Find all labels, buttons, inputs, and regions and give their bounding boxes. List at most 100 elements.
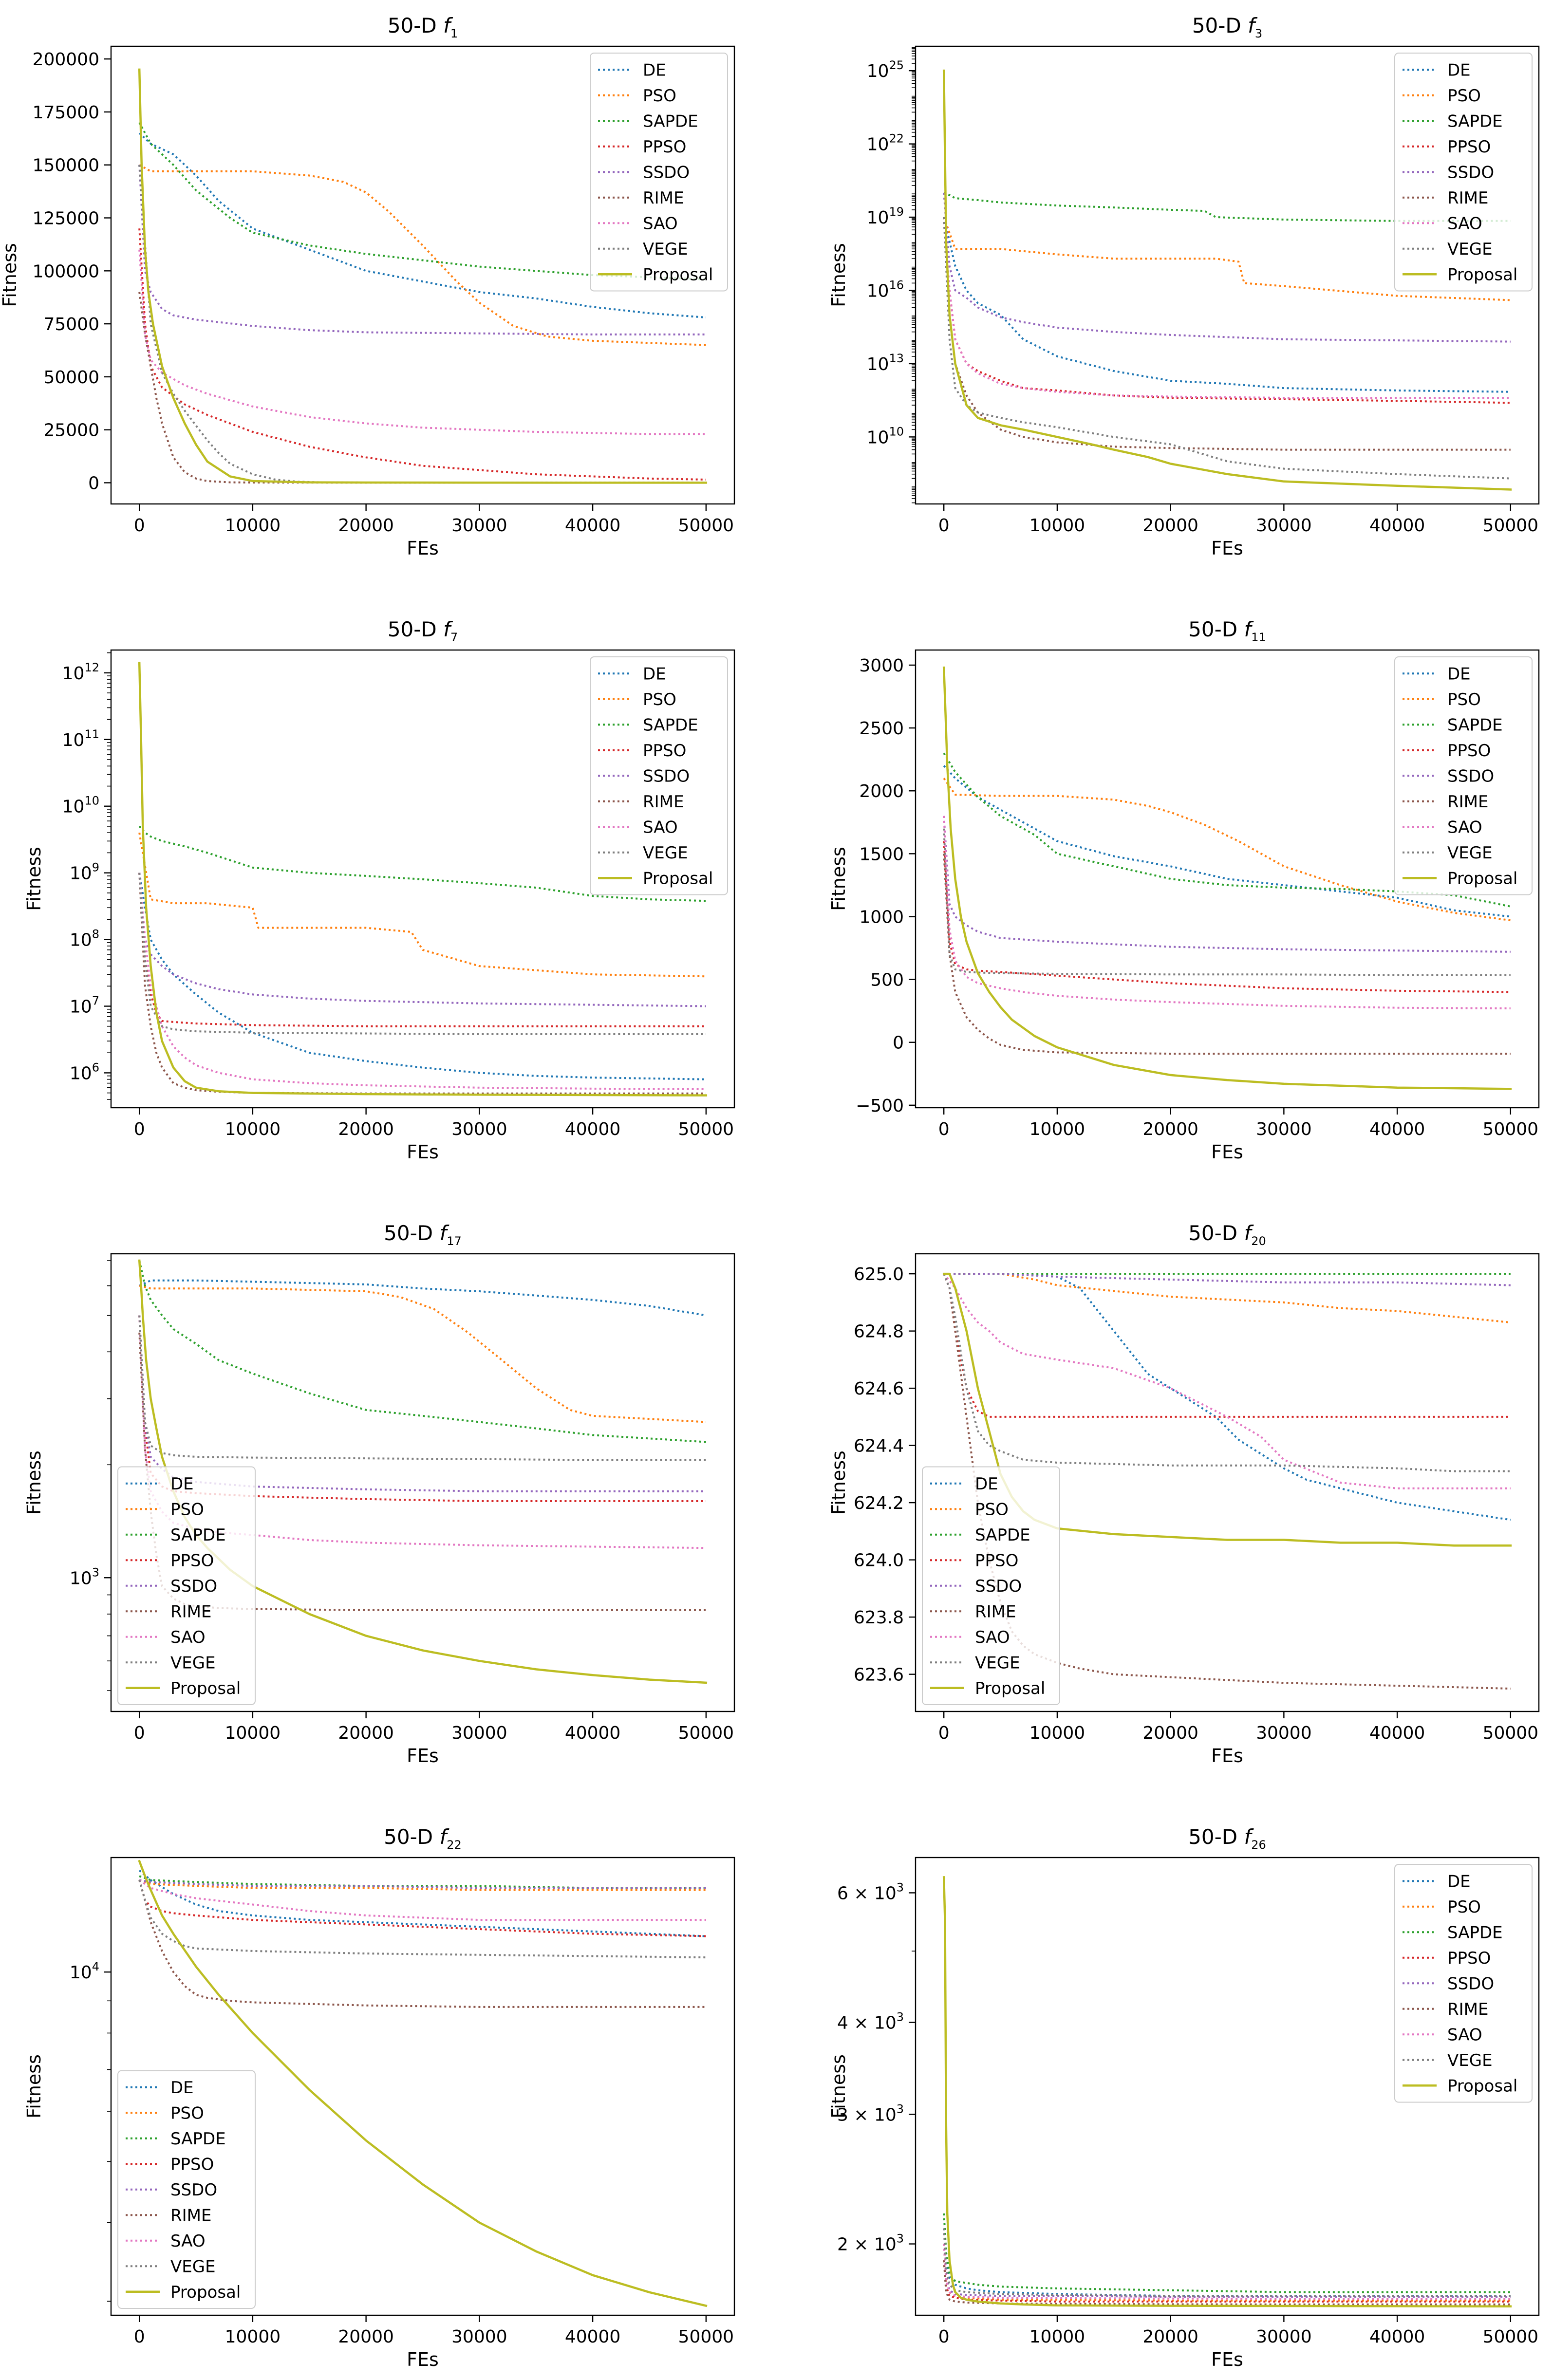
y-axis-label: Fitness <box>828 1450 849 1515</box>
series-lines <box>138 68 708 484</box>
y-tick-label: 1500 <box>859 844 904 864</box>
legend-label-sapde: SAPDE <box>1447 1923 1503 1942</box>
legend-label-sao: SAO <box>1447 2025 1482 2045</box>
x-tick-label: 20000 <box>1142 2327 1198 2347</box>
legend: DE PSO SAPDE PPSO SSDO RIME SAO VEGE Proposal <box>922 1466 1060 1705</box>
x-tick-label: 0 <box>134 516 145 536</box>
x-tick-label: 20000 <box>338 1119 394 1139</box>
legend-label-ppso: PPSO <box>170 1551 214 1570</box>
legend-label-proposal: Proposal <box>170 1679 241 1698</box>
legend: DE PSO SAPDE PPSO SSDO RIME SAO VEGE Proposal <box>1394 53 1533 292</box>
series-line-sapde <box>138 122 706 280</box>
x-tick-label: 10000 <box>1029 1723 1085 1743</box>
x-tick-label: 50000 <box>678 1723 734 1743</box>
plot-frame <box>110 1253 735 1712</box>
y-tick-label: 1010 <box>62 794 99 817</box>
series-line-de <box>138 873 706 1080</box>
legend: DE PSO SAPDE PPSO SSDO RIME SAO VEGE Proposal <box>590 656 728 895</box>
y-tick-label: 623.6 <box>854 1665 904 1685</box>
chart-panel-f11: 0 10000 20000 30000 40000 50000 −500 0 500 1000 15… <box>828 617 1540 1163</box>
legend-label-proposal: Proposal <box>643 265 713 284</box>
series-line-sao <box>943 1273 1511 1489</box>
y-tick-label: 623.8 <box>854 1608 904 1628</box>
x-tick-label: 10000 <box>1029 2327 1085 2347</box>
chart-title: 50-D f1 <box>388 14 458 40</box>
y-tick-label: 624.6 <box>854 1379 904 1399</box>
legend-label-sao: SAO <box>170 1628 206 1647</box>
y-tick-label: 104 <box>70 1960 99 1983</box>
x-tick-label: 40000 <box>1369 1723 1425 1743</box>
chart-title: 50-D f3 <box>1192 14 1262 40</box>
legend-label-de: DE <box>975 1474 998 1494</box>
series-line-ssdo <box>943 816 1511 953</box>
y-tick-label: 624.8 <box>854 1322 904 1342</box>
legend-label-de: DE <box>170 2078 194 2098</box>
series-line-sao <box>139 1879 706 1921</box>
x-tick-label: 50000 <box>678 1119 734 1139</box>
chart-title: 50-D f20 <box>1188 1221 1266 1248</box>
y-tick-label: 1000 <box>859 907 904 927</box>
series-line-proposal <box>942 69 1512 491</box>
legend-label-sao: SAO <box>170 2231 206 2251</box>
y-tick-label: 500 <box>870 970 904 990</box>
legend-box <box>590 656 728 895</box>
x-axis-label: FEs <box>407 538 439 559</box>
series-line-de <box>138 1869 706 1937</box>
legend-label-pso: PSO <box>643 690 676 709</box>
legend-label-sapde: SAPDE <box>1447 715 1503 735</box>
series-line-sao <box>943 2244 1511 2300</box>
legend-label-proposal: Proposal <box>1447 869 1517 888</box>
series-line-pso <box>943 217 1511 301</box>
legend-label-sao: SAO <box>1447 214 1482 233</box>
x-tick-label: 40000 <box>565 1119 621 1139</box>
series-line-ssdo <box>943 2244 1511 2298</box>
y-tick-label: 1011 <box>62 727 99 750</box>
legend-label-rime: RIME <box>1447 188 1488 208</box>
x-tick-label: 0 <box>938 516 950 536</box>
legend-label-pso: PSO <box>643 86 676 106</box>
x-tick-label: 0 <box>938 1119 950 1139</box>
legend-box <box>922 1466 1060 1705</box>
legend-label-vege: VEGE <box>643 843 688 863</box>
legend-label-de: DE <box>643 60 666 80</box>
legend-label-vege: VEGE <box>170 2257 216 2276</box>
legend-label-de: DE <box>643 664 666 684</box>
plot-frame <box>110 1857 735 2316</box>
y-tick-label: 107 <box>70 994 99 1017</box>
x-tick-label: 40000 <box>1369 2327 1425 2347</box>
legend-label-proposal: Proposal <box>1447 2076 1517 2096</box>
series-line-sapde <box>138 825 706 902</box>
x-tick-label: 10000 <box>1029 1119 1085 1139</box>
x-tick-label: 20000 <box>1142 1723 1198 1743</box>
y-tick-label: 3000 <box>859 656 904 676</box>
legend-label-rime: RIME <box>643 792 684 812</box>
legend-label-proposal: Proposal <box>1447 265 1517 284</box>
legend-label-ppso: PPSO <box>975 1551 1018 1570</box>
y-tick-label: 50000 <box>43 368 99 388</box>
y-tick-label: 624.0 <box>854 1551 904 1571</box>
series-line-vege <box>138 873 706 1035</box>
series-line-proposal <box>942 666 1512 1090</box>
x-tick-label: 30000 <box>1256 1119 1312 1139</box>
x-tick-label: 50000 <box>1483 516 1539 536</box>
series-line-ssdo <box>943 192 1511 343</box>
legend-label-ppso: PPSO <box>643 741 686 761</box>
legend-label-de: DE <box>1447 664 1471 684</box>
x-tick-label: 10000 <box>225 1723 281 1743</box>
legend-label-sao: SAO <box>975 1628 1010 1647</box>
legend-label-de: DE <box>170 1474 194 1494</box>
x-tick-label: 30000 <box>451 2327 507 2347</box>
y-tick-label: 1025 <box>867 58 904 81</box>
legend-box <box>1394 656 1533 895</box>
series-line-proposal <box>138 662 708 1097</box>
x-tick-label: 10000 <box>225 1119 281 1139</box>
legend-label-ssdo: SSDO <box>170 2180 217 2200</box>
x-tick-label: 20000 <box>338 516 394 536</box>
x-tick-label: 30000 <box>451 516 507 536</box>
y-tick-label: 3 × 103 <box>837 2102 904 2125</box>
x-tick-label: 50000 <box>1483 1723 1539 1743</box>
legend-label-proposal: Proposal <box>170 2283 241 2302</box>
y-tick-label: −500 <box>856 1096 904 1116</box>
